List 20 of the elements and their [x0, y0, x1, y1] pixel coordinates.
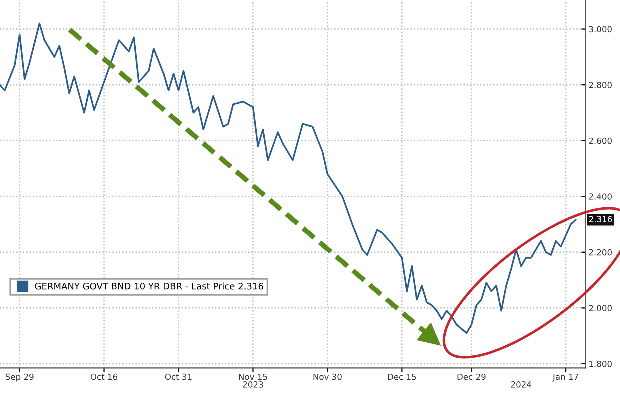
x-tick-label: Jan 17 — [552, 374, 578, 382]
y-tick-label: 3.000 — [589, 26, 612, 33]
y-tick-label: 2.600 — [589, 138, 612, 144]
x-tick-label: Dec 15 — [388, 374, 416, 380]
x-tick-label: Oct 16 — [90, 374, 118, 380]
x-tick-label: Sep 29 — [6, 374, 34, 382]
x-tick-label: Nov 30 — [314, 374, 342, 380]
x2-tick-label: 2024 — [511, 382, 532, 388]
x2-tick-label: 2023 — [243, 382, 264, 388]
y-tick-label: 2.200 — [589, 249, 612, 256]
x-tick-label: Oct 31 — [165, 374, 192, 380]
legend-label: GERMANY GOVT BND 10 YR DBR - Last Price 2.316 — [35, 282, 264, 290]
y-tick-label: 2.400 — [589, 194, 612, 200]
y-tick-label: 1.800 — [590, 360, 612, 368]
annotation: 2.316 — [589, 216, 612, 222]
line-series — [0, 22, 577, 334]
y-tick-label: 2.000 — [589, 305, 612, 312]
y-tick-label: 2.800 — [589, 82, 612, 88]
x-tick-label: Nov 15 — [239, 374, 268, 380]
x-tick-label: Dec 29 — [458, 374, 486, 380]
